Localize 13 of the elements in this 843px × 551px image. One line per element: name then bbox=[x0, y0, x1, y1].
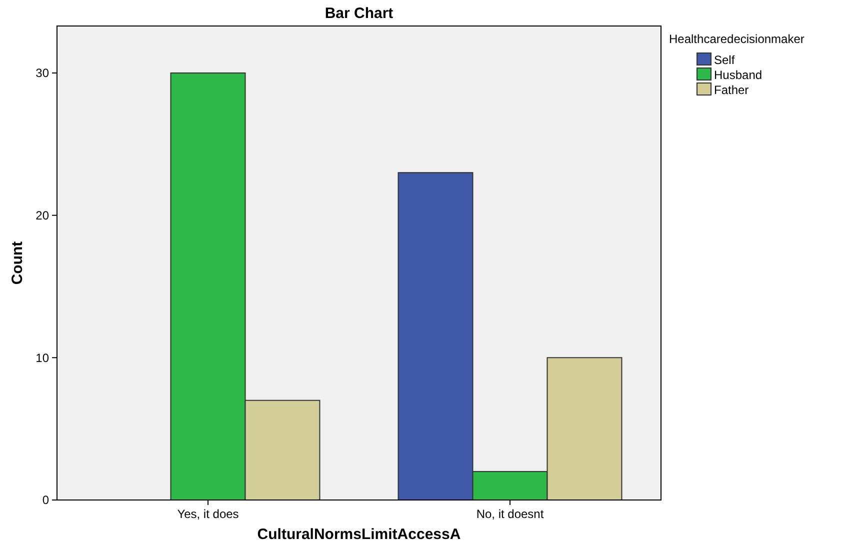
legend-label: Father bbox=[714, 83, 749, 97]
legend-label: Self bbox=[714, 53, 736, 67]
x-axis-title: CulturalNormsLimitAccessA bbox=[257, 526, 461, 543]
x-tick-label: No, it doesnt bbox=[476, 507, 544, 521]
y-tick-label: 10 bbox=[36, 350, 50, 365]
chart-title: Bar Chart bbox=[324, 5, 394, 22]
legend-title: Healthcaredecisionmaker bbox=[669, 32, 804, 46]
y-tick-label: 30 bbox=[36, 66, 50, 80]
x-tick-label: Yes, it does bbox=[177, 507, 239, 521]
y-tick-label: 20 bbox=[36, 208, 50, 223]
y-tick-label: 0 bbox=[42, 493, 50, 508]
legend-label: Husband bbox=[714, 68, 762, 82]
y-axis-title: Count bbox=[9, 241, 26, 285]
